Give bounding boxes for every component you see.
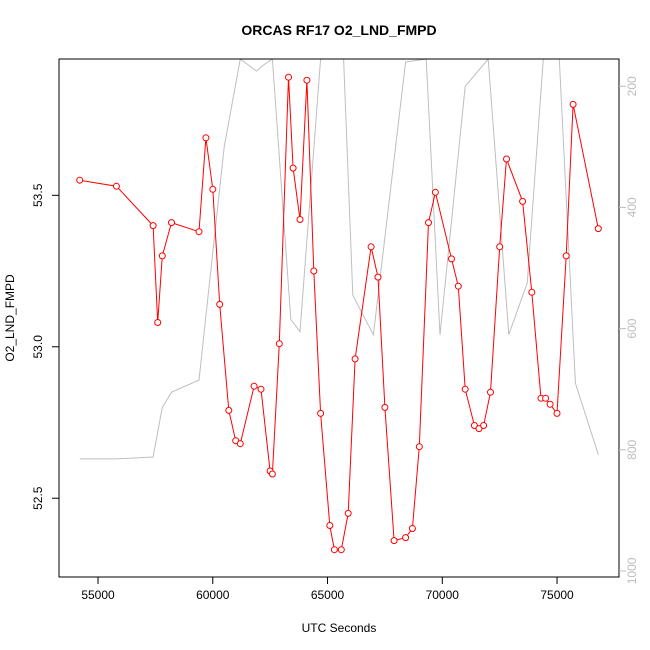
data-point — [76, 176, 84, 184]
data-point — [374, 273, 382, 281]
data-point — [209, 185, 217, 193]
data-point — [431, 188, 439, 196]
data-point — [528, 288, 536, 296]
data-point — [480, 422, 488, 429]
data-point — [317, 409, 325, 417]
plot-frame — [58, 58, 620, 578]
chart-title: ORCAS RF17 O2_LND_FMPD — [241, 22, 436, 38]
data-point — [519, 197, 527, 205]
data-point — [425, 219, 432, 227]
y-tick-label: 52.5 — [31, 486, 45, 510]
data-point — [168, 219, 175, 227]
data-point — [195, 228, 203, 236]
data-point — [257, 385, 265, 393]
y2-tick-label: 1000 — [625, 557, 639, 584]
data-point — [289, 164, 297, 172]
data-point — [546, 400, 554, 408]
data-point — [390, 537, 398, 545]
x-tick-label: 75000 — [540, 588, 574, 602]
data-point — [225, 406, 233, 414]
data-point — [408, 525, 416, 532]
data-point — [415, 443, 423, 451]
y2-tick-label: 200 — [625, 76, 639, 96]
data-point — [149, 222, 157, 230]
data-point — [503, 155, 510, 163]
x-tick-label: 60000 — [196, 588, 230, 602]
data-point — [268, 470, 276, 478]
y2-tick-label: 800 — [625, 439, 639, 459]
data-point — [562, 252, 570, 260]
data-point — [285, 73, 292, 81]
data-point — [112, 182, 120, 190]
y-tick-label: 53.0 — [31, 335, 45, 359]
x-tick-label: 55000 — [81, 588, 115, 602]
data-point — [367, 243, 375, 251]
data-point — [303, 76, 311, 84]
data-point — [351, 355, 359, 363]
data-point — [381, 403, 389, 411]
data-point — [158, 252, 166, 260]
data-point — [344, 509, 352, 517]
data-point — [569, 100, 577, 108]
data-point — [330, 546, 338, 554]
y2-tick-label: 600 — [625, 318, 639, 338]
data-point — [250, 382, 258, 390]
primary-series-line — [79, 77, 599, 551]
data-point — [326, 522, 334, 529]
y-axis-label: O2_LND_FMPD — [3, 274, 17, 362]
x-tick-label: 70000 — [426, 588, 460, 602]
data-point — [275, 340, 283, 348]
plot-area — [76, 59, 602, 554]
data-point — [542, 394, 550, 402]
data-point — [202, 134, 210, 142]
data-point — [487, 388, 494, 396]
data-point — [448, 255, 455, 263]
data-point — [337, 546, 345, 554]
secondary-series-line — [79, 59, 599, 460]
data-point — [496, 243, 504, 251]
data-point — [553, 409, 561, 417]
data-point — [461, 385, 469, 393]
data-point — [154, 319, 162, 326]
data-point — [216, 300, 224, 308]
data-point — [296, 216, 304, 223]
data-point — [310, 267, 318, 275]
data-point — [236, 440, 244, 448]
y2-tick-label: 400 — [625, 197, 639, 217]
x-tick-label: 65000 — [311, 588, 345, 602]
data-point — [402, 534, 410, 542]
data-point — [594, 225, 602, 233]
data-point — [454, 282, 462, 290]
x-axis-label: UTC Seconds — [302, 621, 377, 635]
y-tick-label: 53.5 — [31, 183, 45, 207]
